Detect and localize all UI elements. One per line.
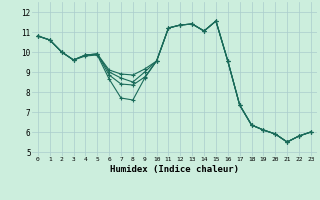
X-axis label: Humidex (Indice chaleur): Humidex (Indice chaleur) xyxy=(110,165,239,174)
